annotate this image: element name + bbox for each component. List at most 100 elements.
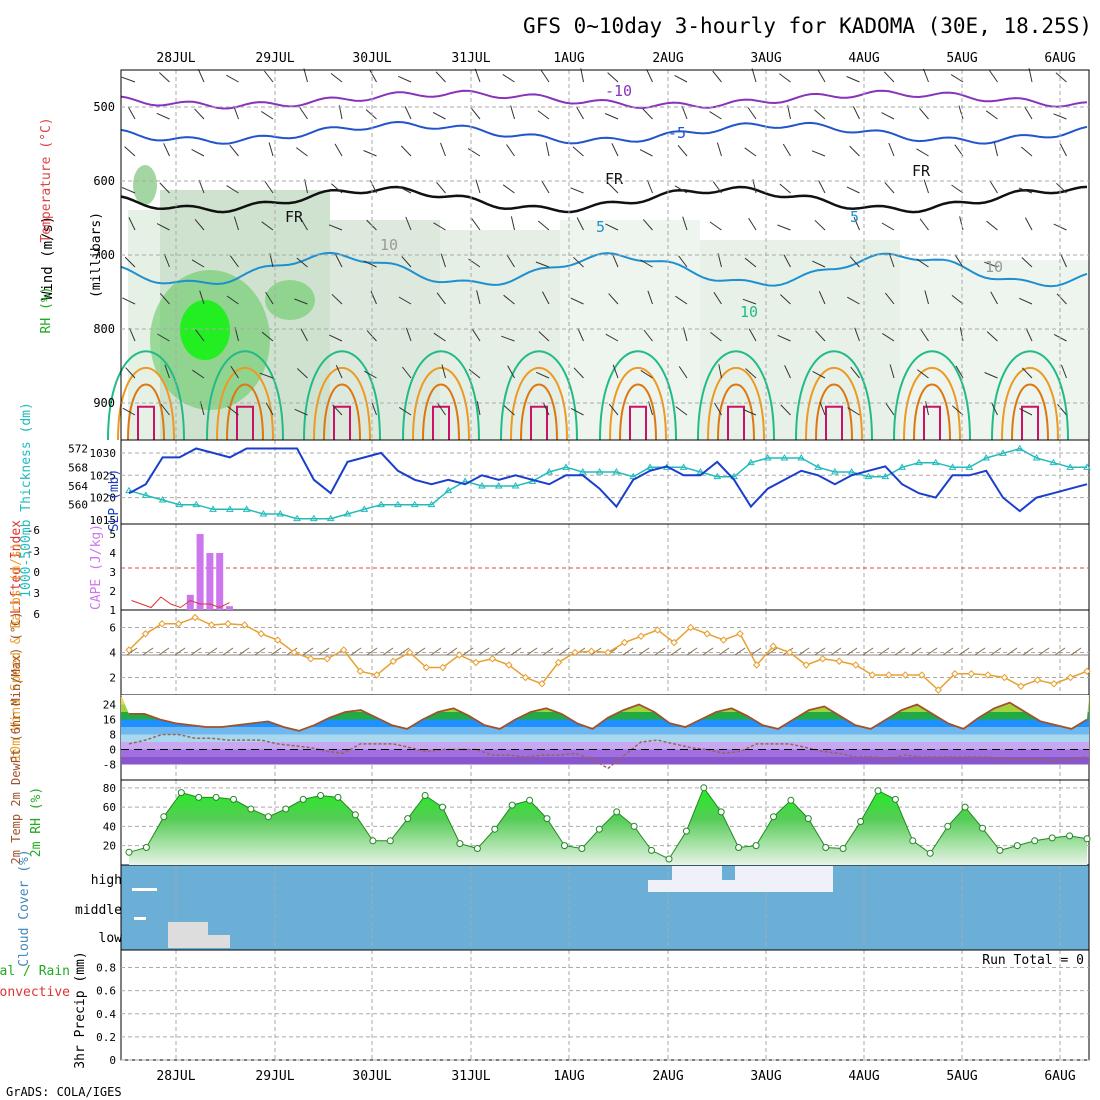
temp-contour-minus5 xyxy=(120,120,1088,145)
wind-barb xyxy=(335,364,343,379)
wind10-barb xyxy=(958,647,970,656)
wind-barb xyxy=(989,180,998,194)
temp-contour-bulb xyxy=(599,350,677,441)
precip-tick: 0 xyxy=(109,1054,116,1067)
wind-barb xyxy=(369,180,377,194)
wind-barb xyxy=(468,369,481,379)
contour-label: FR xyxy=(912,162,931,180)
wind10-point xyxy=(670,638,678,647)
rh-point xyxy=(508,801,516,809)
temp-tick: -8 xyxy=(103,759,116,772)
wind-barb xyxy=(226,185,239,194)
thickness-point xyxy=(192,500,201,508)
wind-barb xyxy=(990,291,998,305)
thickness-tick: 568 xyxy=(68,461,88,474)
rh-point xyxy=(1031,837,1039,845)
wind-barb xyxy=(752,179,757,194)
wind-barb xyxy=(467,148,481,157)
wind10-barb xyxy=(542,647,554,656)
rh-point xyxy=(926,849,934,857)
thickness-point xyxy=(444,486,453,494)
wind10-point xyxy=(752,661,761,669)
wind-barb xyxy=(538,331,550,342)
wind-barb xyxy=(124,256,136,268)
wind-barb xyxy=(363,260,377,268)
wind-barb xyxy=(542,402,550,416)
wind-barb xyxy=(950,74,964,83)
precip-tick: 0.4 xyxy=(96,1008,116,1021)
cloud-background xyxy=(121,865,1089,950)
temp-contour-freezing xyxy=(120,185,1088,214)
temp-contour-25 xyxy=(333,405,351,440)
wind10-point xyxy=(1066,673,1075,682)
wind-barb xyxy=(506,144,515,157)
temp-tick: 0 xyxy=(109,744,116,757)
thickness-point xyxy=(982,454,991,461)
wind10-point xyxy=(1033,676,1042,684)
wind-barb xyxy=(986,331,998,342)
wind-barb xyxy=(296,368,308,379)
wind-barb xyxy=(850,366,860,379)
precip-tick: 0.2 xyxy=(96,1031,116,1044)
wind-barb xyxy=(846,186,860,194)
wind-barb xyxy=(397,75,412,83)
wind-barb xyxy=(535,371,550,379)
precip-tick: 0.6 xyxy=(96,985,116,998)
wind-barb xyxy=(158,72,170,83)
wind-barb xyxy=(261,331,274,342)
rh-point xyxy=(979,824,986,832)
wind10-point xyxy=(323,655,331,663)
cloud-level-label: middle xyxy=(75,903,122,918)
wind10-point xyxy=(141,630,150,638)
wind-barb xyxy=(1060,253,1067,268)
wind10-barb xyxy=(702,647,714,656)
wind10-barb xyxy=(670,647,682,656)
rh-point xyxy=(595,825,603,833)
wind-barb xyxy=(122,297,136,305)
thickness-point xyxy=(377,500,385,508)
cape-tick: 3 xyxy=(109,566,116,579)
wind10-point xyxy=(125,646,133,654)
cloud-level-label: low xyxy=(99,931,123,946)
date-label-bottom: 5AUG xyxy=(946,1069,977,1084)
wind10-barb xyxy=(718,647,730,656)
thickness-point xyxy=(293,514,301,522)
lifted-index-line xyxy=(131,596,230,609)
wind-barb xyxy=(338,105,343,120)
thickness-point xyxy=(478,482,486,489)
wind10-point xyxy=(290,648,298,657)
wind10-barb xyxy=(398,647,410,656)
wind10-point xyxy=(604,648,612,657)
thickness-point xyxy=(847,468,856,475)
temp-contour-25 xyxy=(923,405,941,440)
thickness-point xyxy=(881,472,890,480)
wind-barb xyxy=(1028,68,1033,83)
wind-barb xyxy=(227,406,239,416)
rh-point xyxy=(282,805,290,813)
wind-barb xyxy=(681,105,688,120)
wind-barb xyxy=(642,108,653,120)
wind-barb xyxy=(709,111,722,120)
wind-barb xyxy=(365,109,377,120)
wind-barb xyxy=(502,73,515,83)
wind-barb xyxy=(576,106,584,120)
wind-barb xyxy=(778,73,791,83)
wind-barb xyxy=(818,290,826,305)
wind10-barb xyxy=(830,647,842,656)
wind-barb xyxy=(334,143,343,157)
wind-barb xyxy=(436,292,446,305)
thickness-point xyxy=(158,496,167,503)
cape-ylabel-right: CAPE (J/kg) xyxy=(89,524,104,610)
rh-ylabel: 2m RH (%) xyxy=(29,787,44,857)
slp-tick: 1020 xyxy=(90,492,117,505)
wind-barb xyxy=(1024,217,1033,231)
rh-point xyxy=(404,815,412,823)
wind10-barb xyxy=(478,647,490,656)
wind-barb xyxy=(1024,106,1033,120)
wind-barb xyxy=(398,296,412,305)
wind-barb xyxy=(777,224,791,231)
wind-barb xyxy=(924,290,929,305)
thickness-point xyxy=(595,468,604,475)
temp-contour-bulb xyxy=(697,350,775,441)
wind-tick: 2 xyxy=(109,672,116,685)
